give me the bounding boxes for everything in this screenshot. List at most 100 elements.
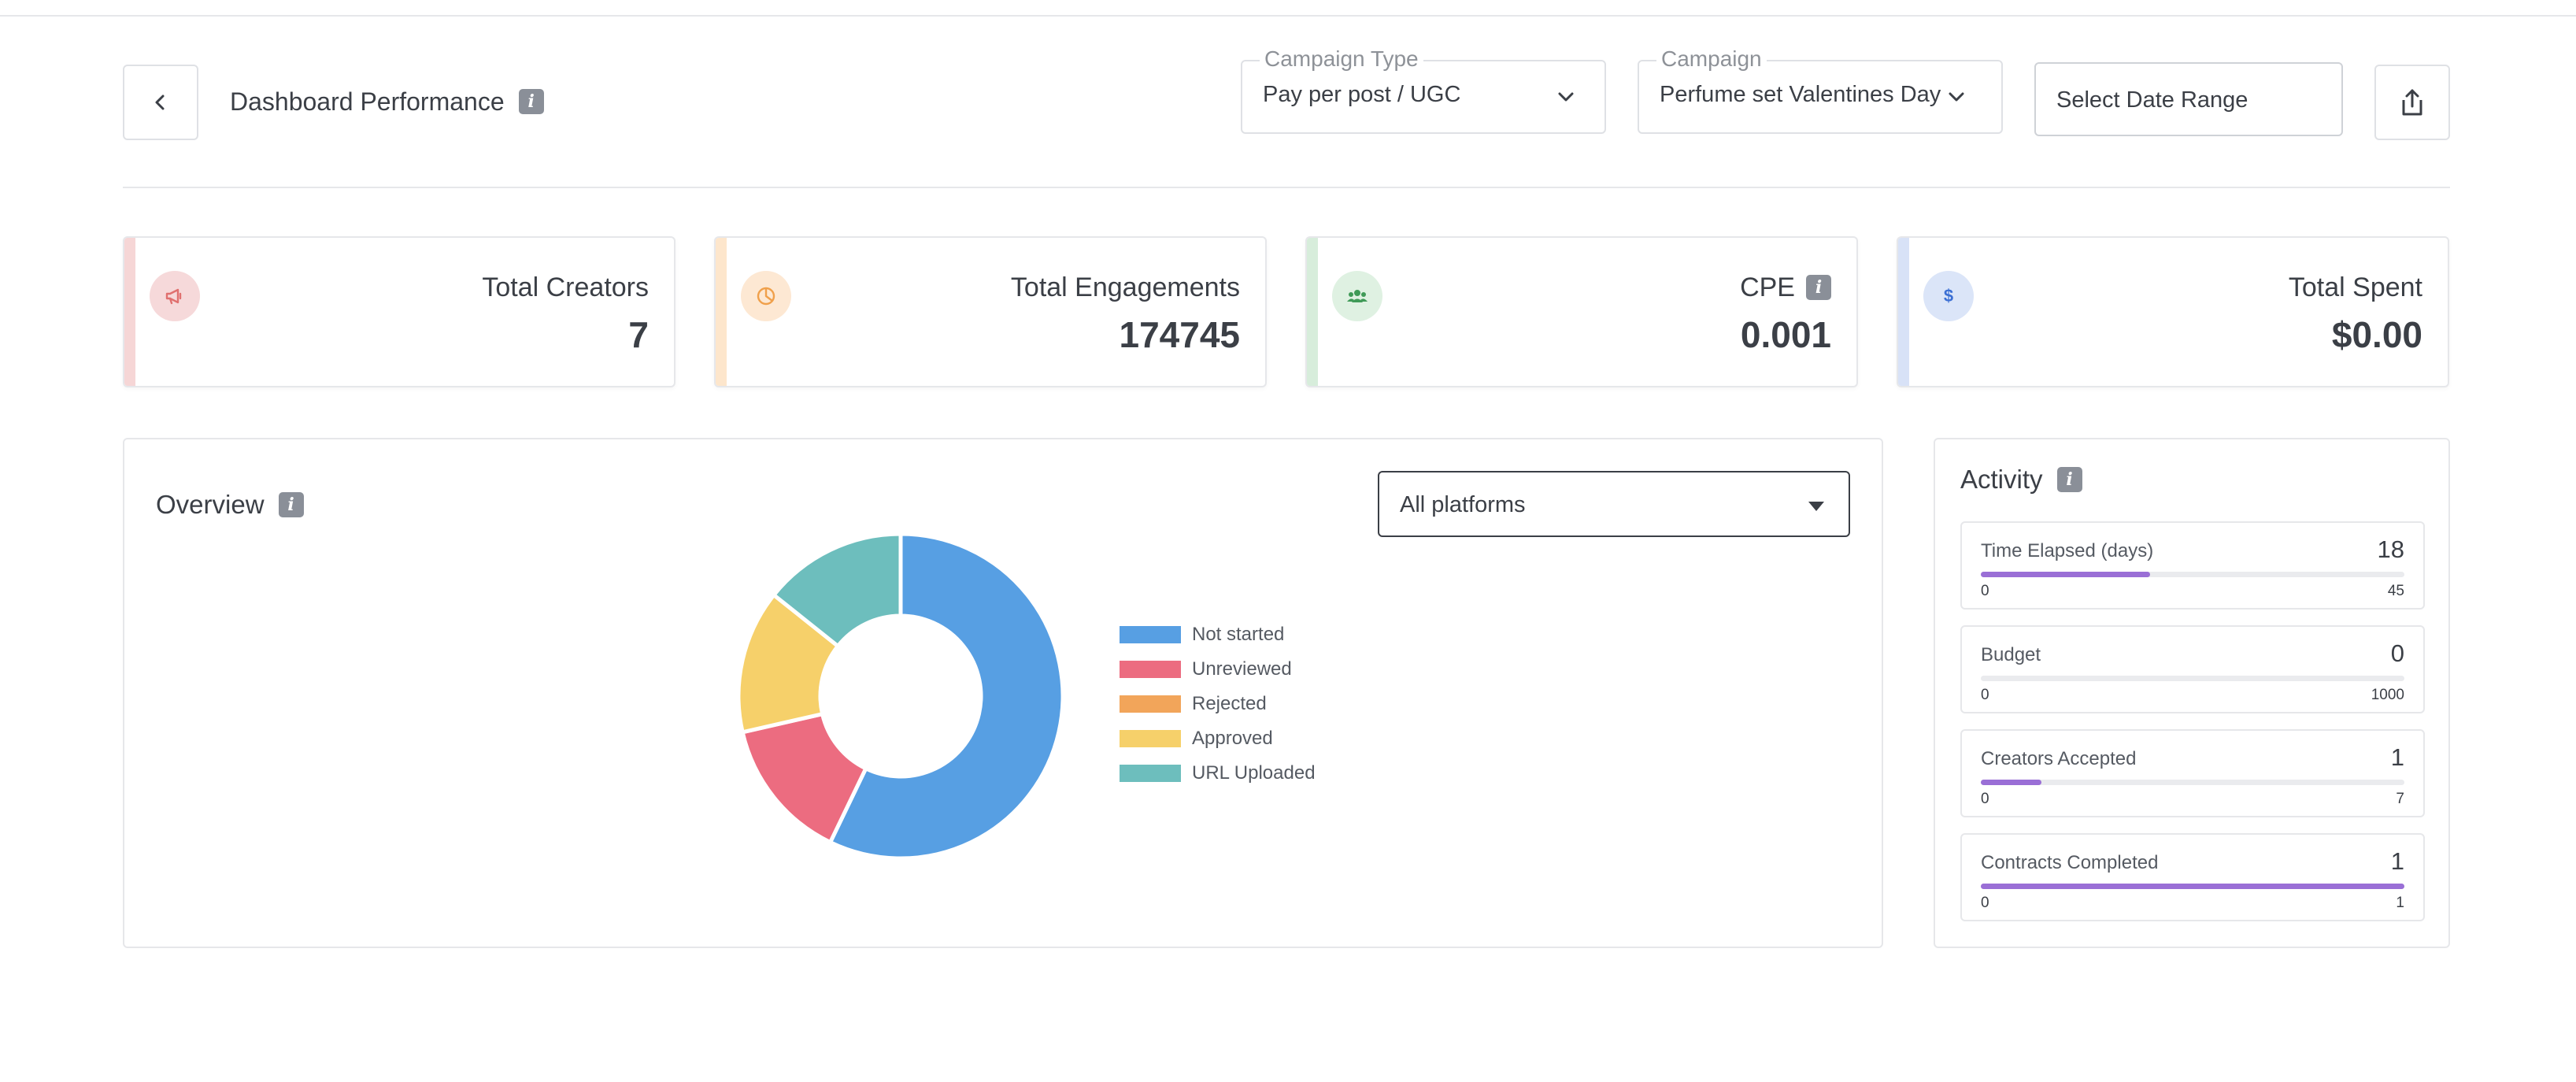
- dollar-icon: $: [1923, 271, 1974, 321]
- campaign-label: Campaign: [1656, 46, 1767, 72]
- page-title: Dashboard Performance i: [230, 83, 544, 120]
- metric-label: Contracts Completed: [1981, 852, 2159, 873]
- legend-swatch: [1120, 695, 1181, 713]
- date-range-placeholder: Select Date Range: [2056, 87, 2248, 113]
- stat-label: Total Creators: [482, 272, 649, 302]
- metric-value: 18: [2377, 535, 2404, 563]
- stat-card-cpe: CPE i 0.001: [1305, 236, 1858, 387]
- header-divider: [123, 187, 2450, 188]
- stat-value: 0.001: [1740, 314, 1831, 355]
- stat-label: Total Spent: [2288, 272, 2422, 302]
- campaign-select[interactable]: Campaign Perfume set Valentines Day: [1638, 46, 2003, 134]
- legend-item-not-started[interactable]: Not started: [1120, 617, 1316, 652]
- metric-budget: Budget 0 0 1000: [1960, 625, 2425, 713]
- metric-max: 1000: [2371, 687, 2404, 703]
- chart-legend: Not started Unreviewed Rejected Approved URL…: [1120, 617, 1316, 791]
- donut-slice-not-started[interactable]: [828, 532, 1065, 861]
- legend-label: URL Uploaded: [1192, 762, 1316, 784]
- campaign-type-value: Pay per post / UGC: [1263, 82, 1461, 107]
- caret-down-icon: [1808, 502, 1824, 511]
- legend-label: Rejected: [1192, 693, 1267, 714]
- top-divider: [0, 15, 2576, 17]
- legend-swatch: [1120, 661, 1181, 678]
- stat-value: $0.00: [2331, 314, 2422, 355]
- campaign-value: Perfume set Valentines Day: [1660, 82, 1941, 107]
- stat-card-total-spent: $ Total Spent $0.00: [1897, 236, 2449, 387]
- overview-panel: Overview i All platforms Not started Unre…: [123, 438, 1883, 948]
- chevron-down-icon: [1558, 92, 1574, 102]
- stat-label: Total Engagements: [1010, 272, 1240, 302]
- legend-item-unreviewed[interactable]: Unreviewed: [1120, 652, 1316, 687]
- info-icon[interactable]: i: [278, 492, 304, 517]
- metric-label: Time Elapsed (days): [1981, 540, 2154, 561]
- progress-track: [1981, 780, 2404, 785]
- stat-card-total-engagements: Total Engagements 174745: [714, 236, 1267, 387]
- export-button[interactable]: [2374, 65, 2450, 140]
- progress-track: [1981, 676, 2404, 681]
- platform-select-value: All platforms: [1400, 492, 1526, 517]
- card-accent: [716, 238, 727, 386]
- stat-value: 7: [628, 314, 649, 355]
- stat-label: CPE: [1740, 272, 1795, 302]
- metric-label: Creators Accepted: [1981, 748, 2137, 769]
- metric-value: 0: [2390, 639, 2404, 667]
- stat-value: 174745: [1119, 314, 1241, 355]
- metric-creators-accepted: Creators Accepted 1 0 7: [1960, 729, 2425, 817]
- metric-value: 1: [2390, 847, 2404, 875]
- legend-label: Approved: [1192, 728, 1273, 749]
- info-icon[interactable]: i: [518, 89, 544, 114]
- metric-label: Budget: [1981, 644, 2041, 665]
- metric-max: 1: [2396, 895, 2404, 911]
- metric-contracts-completed: Contracts Completed 1 0 1: [1960, 833, 2425, 921]
- card-accent: [1898, 238, 1909, 386]
- legend-item-rejected[interactable]: Rejected: [1120, 687, 1316, 721]
- metric-min: 0: [1981, 583, 1989, 599]
- legend-item-url-uploaded[interactable]: URL Uploaded: [1120, 756, 1316, 791]
- donut-slice-unreviewed[interactable]: [740, 712, 868, 845]
- legend-label: Not started: [1192, 624, 1285, 645]
- info-icon[interactable]: i: [1806, 275, 1831, 300]
- page-title-text: Dashboard Performance: [230, 87, 505, 116]
- progress-fill: [1981, 572, 2151, 577]
- activity-title-text: Activity: [1960, 465, 2043, 494]
- legend-swatch: [1120, 730, 1181, 747]
- activity-panel: Activity i Time Elapsed (days) 18 0 45 B…: [1934, 438, 2450, 948]
- platform-select[interactable]: All platforms: [1378, 471, 1850, 537]
- progress-track: [1981, 572, 2404, 577]
- metric-max: 7: [2396, 791, 2404, 807]
- donut-slice-url-uploaded[interactable]: [772, 532, 903, 648]
- progress-fill: [1981, 884, 2404, 889]
- svg-text:$: $: [1944, 286, 1953, 306]
- progress-fill: [1981, 780, 2041, 785]
- share-icon: [2402, 89, 2422, 116]
- donut-chart: [736, 532, 1065, 861]
- date-range-picker[interactable]: Select Date Range: [2034, 62, 2343, 136]
- campaign-type-select[interactable]: Campaign Type Pay per post / UGC: [1241, 46, 1606, 134]
- progress-track: [1981, 884, 2404, 889]
- metric-max: 45: [2387, 583, 2404, 599]
- stat-label-row: CPE i: [1740, 271, 1831, 304]
- pie-chart-icon: [741, 271, 791, 321]
- legend-label: Unreviewed: [1192, 658, 1292, 680]
- legend-swatch: [1120, 765, 1181, 782]
- chevron-down-icon: [1949, 92, 1964, 102]
- metric-value: 1: [2390, 743, 2404, 771]
- activity-title: Activity i: [1960, 463, 2082, 496]
- card-accent: [124, 238, 135, 386]
- metric-min: 0: [1981, 687, 1989, 703]
- info-icon[interactable]: i: [2056, 467, 2082, 492]
- overview-title-text: Overview: [156, 490, 265, 519]
- stat-card-total-creators: Total Creators 7: [123, 236, 675, 387]
- users-icon: [1332, 271, 1382, 321]
- metric-min: 0: [1981, 895, 1989, 911]
- card-accent: [1307, 238, 1318, 386]
- chevron-left-icon: [155, 94, 165, 110]
- donut-slice-approved[interactable]: [736, 593, 840, 735]
- campaign-type-label: Campaign Type: [1260, 46, 1423, 72]
- metric-min: 0: [1981, 791, 1989, 807]
- metric-time-elapsed: Time Elapsed (days) 18 0 45: [1960, 521, 2425, 610]
- overview-title: Overview i: [156, 488, 304, 521]
- megaphone-icon: [150, 271, 200, 321]
- back-button[interactable]: [123, 65, 198, 140]
- legend-item-approved[interactable]: Approved: [1120, 721, 1316, 756]
